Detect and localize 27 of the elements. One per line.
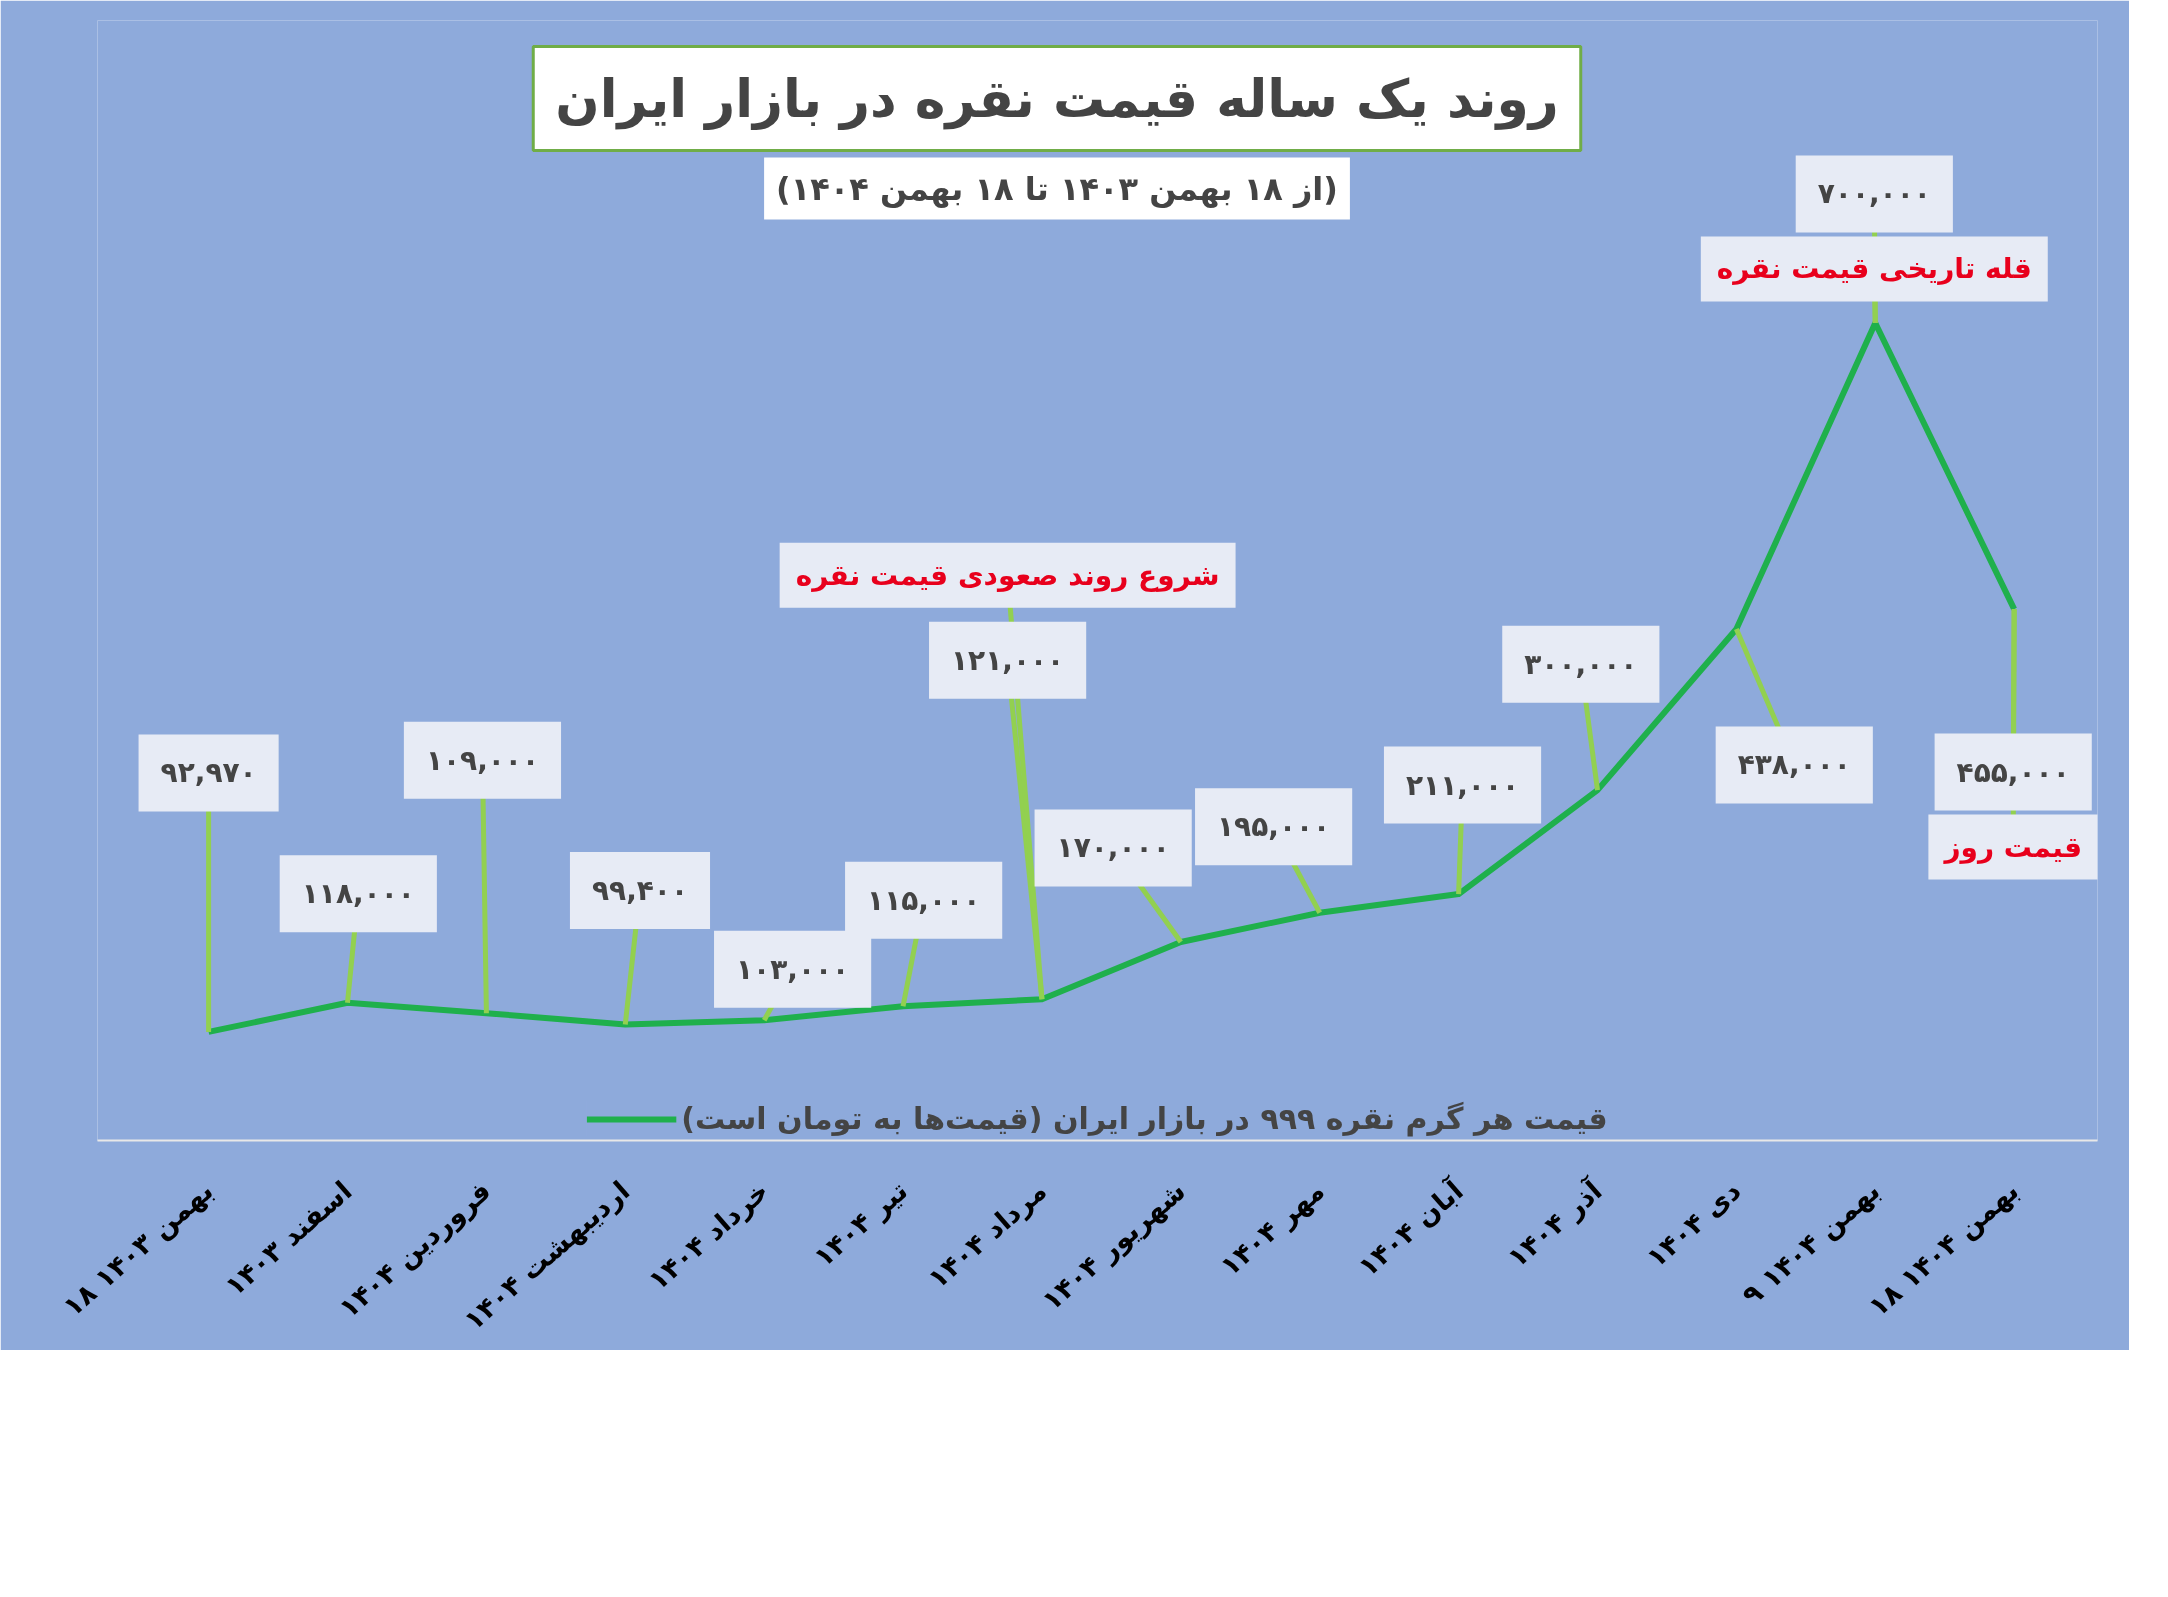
x-tick-label: دی ۱۴۰۴ — [1640, 1174, 1747, 1274]
annotation: شروع روند صعودی قیمت نقره — [795, 558, 1220, 592]
data-label: ۱۹۵,۰۰۰ — [1217, 810, 1331, 844]
data-label: ۱۲۱,۰۰۰ — [951, 643, 1065, 677]
x-tick-label: ۱۸ بهمن ۱۴۰۳ — [57, 1174, 220, 1323]
data-label: ۷۰۰,۰۰۰ — [1817, 177, 1931, 211]
x-tick-label: مهر ۱۴۰۴ — [1214, 1174, 1331, 1283]
data-label: ۲۱۱,۰۰۰ — [1405, 768, 1520, 802]
data-label: ۱۰۹,۰۰۰ — [425, 743, 540, 777]
data-label: ۱۱۵,۰۰۰ — [867, 883, 981, 917]
data-label: ۴۵۵,۰۰۰ — [1956, 755, 2070, 789]
data-label: ۱۰۳,۰۰۰ — [736, 952, 850, 986]
x-tick-label: آبان ۱۴۰۴ — [1351, 1173, 1470, 1283]
x-tick-label: تیر ۱۴۰۴ — [807, 1174, 914, 1274]
x-tick-label: آذر ۱۴۰۴ — [1500, 1173, 1609, 1275]
data-label: ۱۱۸,۰۰۰ — [301, 877, 415, 911]
legend-label: قیمت هر گرم نقره ۹۹۹ در بازار ایران (قیمت‌ها به تومان است) — [681, 1101, 1608, 1136]
annotation: قله تاریخی قیمت نقره — [1716, 252, 2032, 286]
data-label: ۹۹,۴۰۰ — [591, 873, 689, 907]
data-label: ۴۳۸,۰۰۰ — [1737, 748, 1851, 782]
x-tick-label: خرداد ۱۴۰۴ — [642, 1174, 776, 1297]
chart-title: روند یک ساله قیمت نقره در بازار ایران — [555, 68, 1559, 130]
data-label: ۱۷۰,۰۰۰ — [1056, 831, 1170, 865]
chart-subtitle: (از ۱۸ بهمن ۱۴۰۳ تا ۱۸ بهمن ۱۴۰۴) — [776, 169, 1338, 208]
data-label: ۹۲,۹۷۰ — [160, 756, 257, 790]
annotation: قیمت روز — [1942, 830, 2082, 864]
data-label: ۳۰۰,۰۰۰ — [1524, 647, 1638, 681]
